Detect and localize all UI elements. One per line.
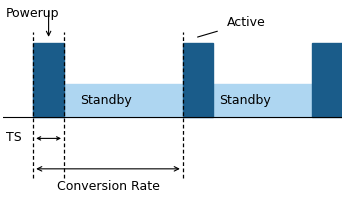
Text: Active: Active — [227, 16, 266, 29]
Text: Standby: Standby — [80, 94, 132, 107]
Text: Powerup: Powerup — [6, 7, 60, 20]
Bar — [183, 84, 312, 117]
Bar — [33, 43, 64, 117]
Bar — [312, 43, 342, 117]
Bar — [33, 84, 183, 117]
Text: Standby: Standby — [220, 94, 272, 107]
Bar — [183, 43, 213, 117]
Text: TS: TS — [6, 131, 22, 144]
Text: Conversion Rate: Conversion Rate — [57, 180, 159, 193]
